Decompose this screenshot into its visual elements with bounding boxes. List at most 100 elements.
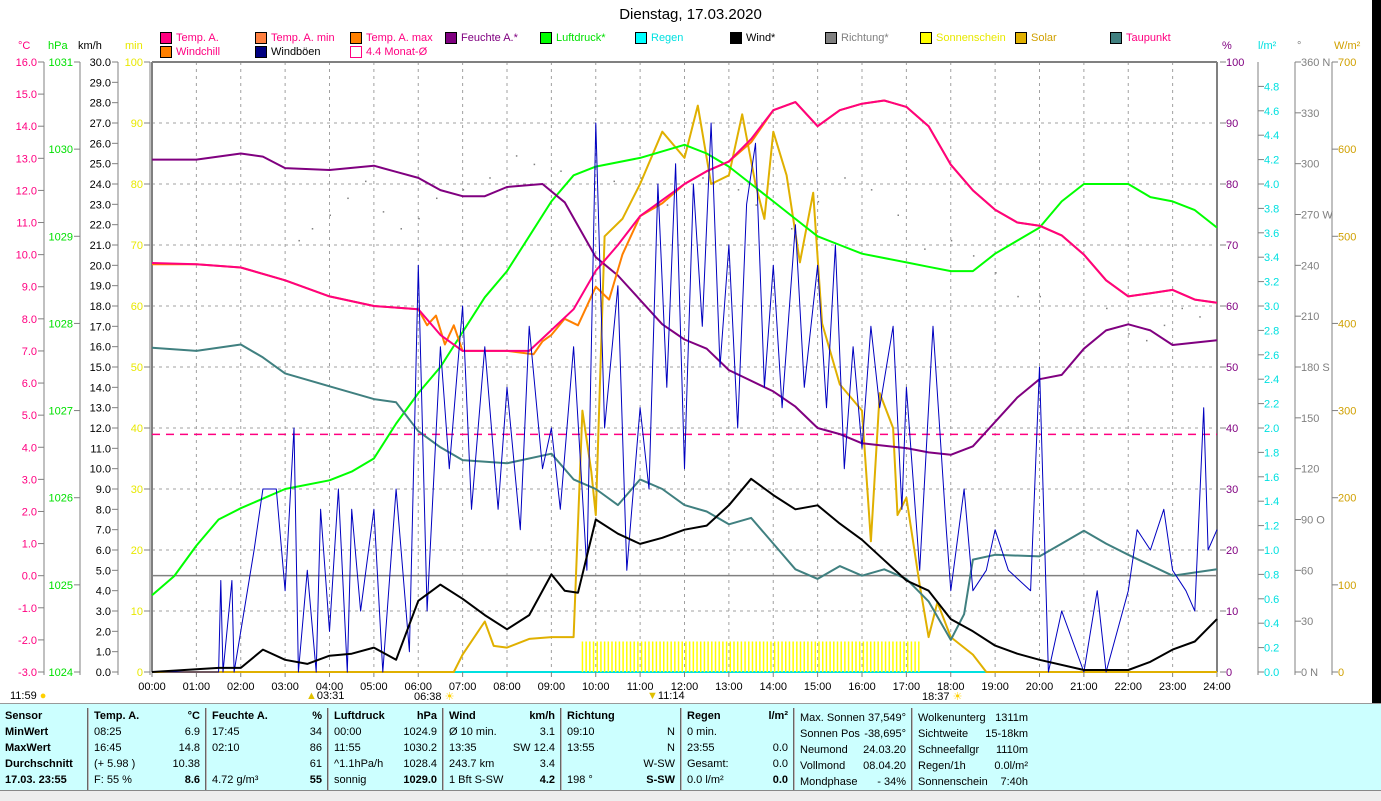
axis-label-rain: 1.2 (1264, 521, 1279, 533)
axis-label-kmh: 20.0 (90, 260, 111, 272)
legend-swatch (730, 32, 742, 44)
series-richtung-point (897, 214, 899, 216)
axis-label-kmh: 22.0 (90, 220, 111, 232)
axis-label-solar: 0 (1338, 667, 1344, 679)
header-row: Wind km/h (449, 708, 555, 724)
cell-label: Max. Sonnen (800, 712, 865, 724)
axis-label-rain: 2.0 (1264, 423, 1279, 435)
astro-row: Mondphase - 34% (800, 774, 906, 790)
legend-label: Temp. A. min (271, 32, 335, 44)
series-wind-line (151, 477, 1218, 673)
moon-time: 11:59 ● (10, 690, 46, 702)
legend-item: Temp. A. min (255, 32, 335, 44)
legend-item: Windchill (160, 46, 220, 58)
legend-swatch (445, 32, 457, 44)
axis-label-deg: 0 N (1301, 667, 1318, 679)
legend-label: Temp. A. (176, 32, 219, 44)
sunrise: 06:38 ☀ (414, 690, 454, 703)
series-richtung-point (995, 272, 997, 274)
axis-label-solar: 600 (1338, 144, 1356, 156)
misc-row: Regen/1h 0.0l/m² (918, 758, 1028, 774)
series-richtung-point (298, 239, 300, 242)
x-tick-label: 00:00 (138, 681, 166, 693)
axis-label-kmh: 16.0 (90, 342, 111, 354)
data-row: 0 min. (687, 724, 788, 740)
cell-value: °C (187, 710, 200, 722)
axis-label-min: 30 (131, 484, 143, 496)
cell-value: 0.0l/m² (994, 760, 1028, 772)
cell-label: MaxWert (5, 742, 51, 754)
header-row: Richtung (567, 708, 675, 724)
axis-label-pct: 10 (1226, 606, 1238, 618)
series-richtung-point (640, 177, 642, 179)
cell-value: 1311m (995, 712, 1028, 724)
series-richtung-point (1181, 307, 1183, 310)
axis-label-temp: 12.0 (16, 185, 37, 197)
axis-label-hpa: 1025 (49, 580, 73, 592)
axis-label-temp: 3.0 (22, 474, 37, 486)
axis-label-kmh: 6.0 (96, 545, 111, 557)
cell-value: S-SW (646, 774, 675, 786)
cell-value: 34 (309, 726, 322, 738)
weather-chart: 00:00 01:00 02:00 03:00 04:00 05:00 06:00 07:00… (16, 57, 1357, 693)
sunrise-label: 06:38 (414, 691, 442, 703)
legend-swatch (350, 32, 362, 44)
axis-label-pct: 80 (1226, 179, 1238, 191)
cell-label: 16:45 (94, 742, 122, 754)
unit-min: min (125, 40, 143, 52)
cell-value: 15-18km (985, 728, 1028, 740)
legend-item: Taupunkt (1110, 32, 1171, 44)
axis-label-rain: 4.8 (1264, 81, 1279, 93)
cell-label: Sonnenschein (918, 776, 988, 788)
axis-label-pct: 70 (1226, 240, 1238, 252)
col-regen: Regen l/m² 0 min. 23:55 0.0 Gesamt: 0.0 0.0 l/m… (682, 708, 795, 790)
axis-label-temp: 13.0 (16, 153, 37, 165)
axis-label-pct: 20 (1226, 545, 1238, 557)
axis-label-rain: 4.6 (1264, 106, 1279, 118)
astro-row: Max. Sonnen 37,549° (800, 710, 906, 726)
axis-label-pct: 30 (1226, 484, 1238, 496)
cell-label: 00:00 (334, 726, 362, 738)
cell-label: Wolkenunterg (918, 712, 986, 724)
stats-panel: Sensor MinWert MaxWert Durchschnitt 17.03. 2… (0, 703, 1381, 790)
cell-value: N (667, 726, 675, 738)
cell-value: 3.1 (539, 726, 555, 738)
data-row: 0.0 l/m² 0.0 (687, 772, 788, 788)
axis-label-deg: 60 (1301, 565, 1313, 577)
axis-label-temp: -3.0 (18, 667, 37, 679)
series-richtung-point (1163, 324, 1166, 327)
legend-item: Temp. A. max (350, 32, 433, 44)
axis-label-deg: 360 N (1301, 57, 1330, 69)
cell-value: 14.8 (178, 742, 200, 754)
data-row: 09:10 N (567, 724, 675, 740)
legend-label: Wind* (746, 32, 776, 44)
axis-label-rain: 0.6 (1264, 594, 1279, 606)
axis-label-hpa: 1026 (49, 493, 73, 505)
x-tick-label: 18:00 (937, 681, 965, 693)
axis-label-temp: 8.0 (22, 314, 37, 326)
x-tick-label: 08:00 (493, 681, 521, 693)
data-row: 11:55 1030.2 (334, 740, 437, 756)
axis-label-kmh: 24.0 (90, 179, 111, 191)
data-row: (+ 5.98 ) 10.38 (94, 756, 200, 772)
axis-label-pct: 90 (1226, 118, 1238, 130)
legend-item: Richtung* (825, 32, 889, 44)
series-taupunkt-line (151, 343, 1218, 641)
series-richtung-point (972, 255, 975, 257)
window-edge (1372, 0, 1381, 703)
legend-item: Regen (635, 32, 683, 44)
axis-label-kmh: 5.0 (96, 565, 111, 577)
axis-label-temp: 5.0 (22, 410, 37, 422)
axis-label-hpa: 1029 (49, 231, 73, 243)
series-richtung-point (311, 228, 314, 230)
legend-item: Temp. A. (160, 32, 219, 44)
moon-time-label: 11:59 (10, 690, 37, 702)
cell-label: 11:55 (334, 742, 361, 754)
moonset-label: 11:14 (657, 690, 685, 702)
x-tick-label: 07:00 (449, 681, 477, 693)
series-richtung-point (817, 200, 820, 203)
legend-swatch (350, 46, 362, 58)
axis-label-rain: 0.4 (1264, 618, 1279, 630)
axis-label-rain: 3.2 (1264, 277, 1279, 289)
status-bar (0, 790, 1381, 801)
